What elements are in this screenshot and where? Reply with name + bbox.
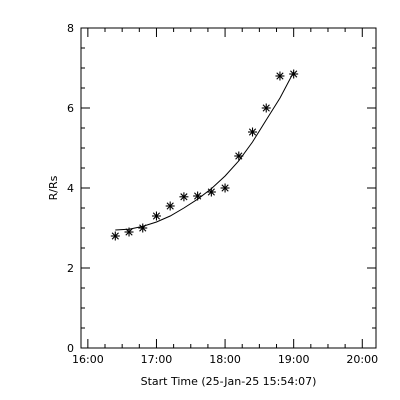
- x-tick-label: 20:00: [346, 353, 378, 366]
- data-point: [275, 71, 285, 81]
- x-tick-label: 17:00: [141, 353, 173, 366]
- data-point: [138, 223, 148, 233]
- data-point: [261, 103, 271, 113]
- y-tick-label: 2: [67, 262, 74, 275]
- y-axis-label: R/Rs: [47, 175, 60, 200]
- y-tick-label: 6: [67, 102, 74, 115]
- data-point: [206, 187, 216, 197]
- data-point: [110, 231, 120, 241]
- data-point: [179, 192, 189, 202]
- x-axis-label: Start Time (25-Jan-25 15:54:07): [141, 375, 317, 388]
- data-point: [234, 151, 244, 161]
- x-axis-ticks: 16:00 17:00 18:00 19:00 20:00: [72, 28, 378, 366]
- data-point: [248, 127, 258, 137]
- y-axis-ticks: 0 2 4 6 8: [67, 22, 376, 355]
- data-point: [193, 191, 203, 201]
- x-tick-label: 18:00: [209, 353, 241, 366]
- y-tick-label: 4: [67, 182, 74, 195]
- x-tick-label: 19:00: [278, 353, 310, 366]
- data-points: [110, 69, 299, 241]
- data-point: [220, 183, 230, 193]
- data-point: [289, 69, 299, 79]
- y-tick-label: 8: [67, 22, 74, 35]
- y-tick-label: 0: [67, 342, 74, 355]
- data-point: [165, 201, 175, 211]
- data-point: [124, 227, 134, 237]
- x-tick-label: 16:00: [72, 353, 104, 366]
- fit-curve: [115, 71, 295, 231]
- data-point: [151, 211, 161, 221]
